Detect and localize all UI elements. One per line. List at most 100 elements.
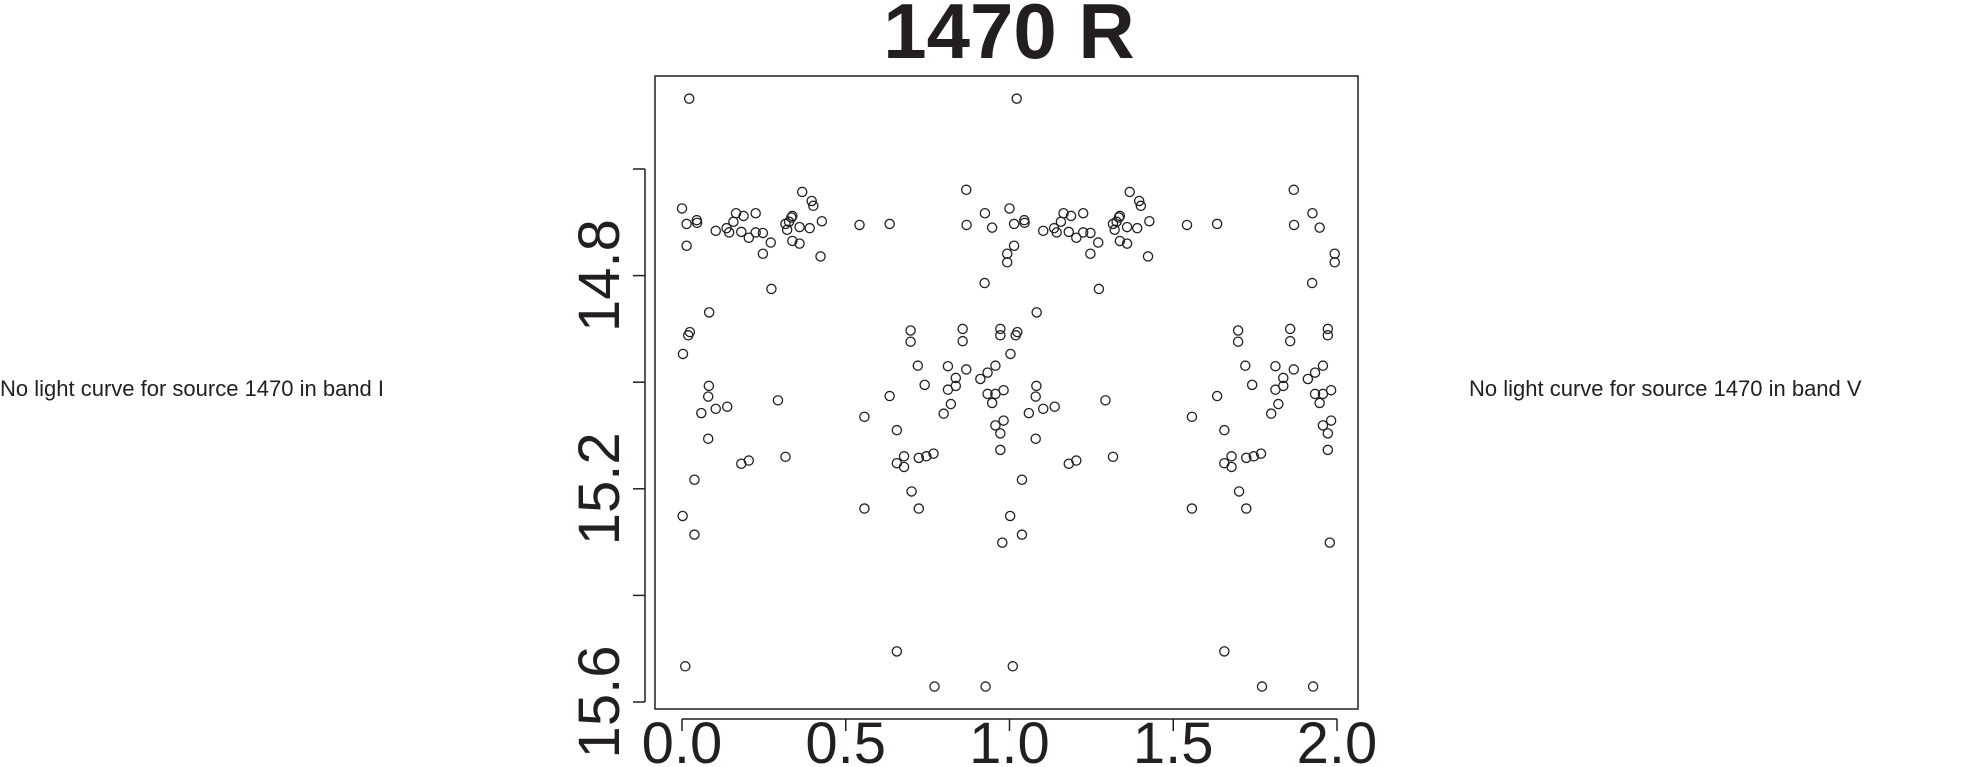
data-point [1288,184,1300,196]
data-point [723,227,735,238]
data-point [898,451,910,462]
data-point [1051,227,1062,238]
data-point [1077,207,1089,219]
data-point [1121,221,1133,233]
data-point [689,474,700,485]
data-point [1023,407,1035,419]
data-point [1011,93,1022,104]
data-point [1309,388,1321,400]
data-point [1008,218,1020,230]
data-point [781,224,793,236]
data-point [1255,448,1267,459]
data-point [1232,336,1244,347]
data-point [1058,207,1069,219]
data-point [1133,195,1145,207]
data-point [1317,420,1329,431]
data-point [1288,219,1300,231]
data-point [891,646,903,657]
data-point [854,219,865,231]
data-point [787,235,798,247]
data-point [689,529,700,540]
data-point [1131,222,1143,234]
data-point [1270,360,1281,372]
data-point [1071,232,1082,244]
data-point [921,451,932,462]
data-point [1309,367,1321,378]
x-tick-label: 1.5 [1133,711,1214,767]
data-point [703,380,715,392]
x-tick-label: 0.0 [642,711,723,767]
y-axis: 14.8 15.2 15.6 [567,168,646,759]
data-point [1325,384,1337,396]
data-point [961,184,972,196]
data-point [757,248,769,259]
data-point [1093,237,1104,248]
data-point [738,210,749,222]
data-point [995,428,1006,439]
data-point [1302,373,1314,385]
data-point [677,348,689,360]
data-point [906,486,917,497]
data-point [1314,222,1325,233]
data-point [898,461,910,473]
data-point [1016,529,1028,540]
y-tick-label: 15.2 [567,432,632,545]
data-point [1037,403,1049,415]
data-point [1226,451,1237,462]
data-point [815,251,826,262]
data-point [1063,226,1075,238]
data-point [1031,380,1042,392]
data-point [730,207,742,219]
data-point [1232,325,1244,336]
data-point [938,408,949,419]
data-point [736,226,747,238]
data-point [1030,433,1041,444]
data-point [997,537,1008,548]
data-point [750,227,761,238]
data-point [804,222,815,234]
data-point [1211,218,1223,230]
data-point [982,388,993,400]
data-point [998,384,1009,396]
data-point [1219,646,1230,657]
data-point [961,364,972,375]
x-tick-label: 2.0 [1297,711,1378,767]
data-point [982,367,993,378]
data-point [1273,398,1284,410]
data-point [1226,461,1237,473]
data-point [1019,217,1030,229]
data-point [766,283,777,295]
data-point [1288,364,1300,375]
data-point [680,661,691,672]
data-point [772,395,784,406]
data-point [995,330,1006,341]
data-point [1284,335,1296,347]
data-point [702,433,714,444]
data-point [1317,360,1329,371]
data-point [1186,411,1198,423]
data-point [1004,203,1015,214]
data-point [1314,397,1325,409]
data-point [806,195,817,207]
data-point [1107,451,1119,463]
data-point [919,379,930,391]
data-point [703,307,715,318]
data-point [891,424,903,436]
data-point [998,415,1009,426]
data-point [1306,277,1318,289]
data-points [676,93,1340,692]
data-point [979,277,990,289]
data-point [1007,661,1019,672]
data-point [1322,330,1334,341]
y-tick-label: 15.6 [567,646,632,759]
data-point [957,335,968,347]
data-point [681,218,692,230]
data-point [1121,238,1133,249]
data-point [702,391,714,402]
data-point [1114,235,1126,247]
data-point [808,200,819,212]
data-point [1181,219,1193,231]
data-point [1031,307,1042,318]
data-point [683,93,695,104]
data-point [1322,444,1334,456]
